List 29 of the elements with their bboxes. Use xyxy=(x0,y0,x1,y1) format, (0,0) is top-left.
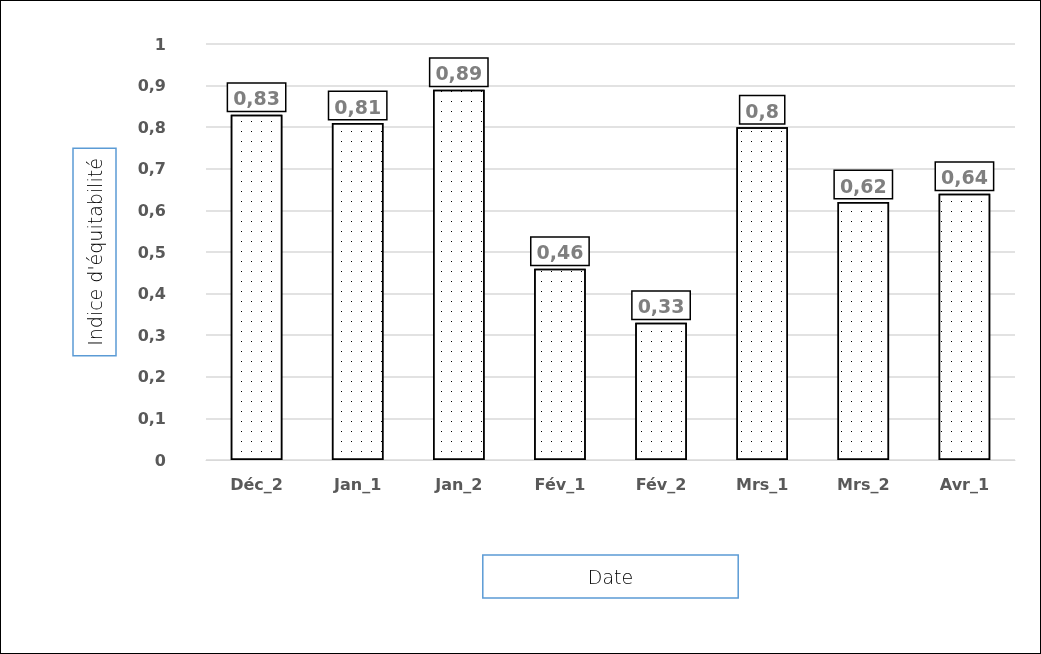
data-label: 0,89 xyxy=(435,62,483,85)
x-tick-label: Déc_2 xyxy=(230,474,283,494)
y-tick-label: 0,1 xyxy=(137,408,166,428)
x-tick-label: Mrs_2 xyxy=(837,474,890,494)
data-label: 0,46 xyxy=(536,241,584,264)
y-tick-label: 0,4 xyxy=(137,284,166,304)
x-tick-label: Mrs_1 xyxy=(735,474,789,494)
y-tick-label: 0,7 xyxy=(137,159,166,179)
x-tick-label: Avr_1 xyxy=(939,474,990,494)
data-label: 0,64 xyxy=(940,166,988,189)
y-tick-label: 0,3 xyxy=(137,325,166,345)
data-label: 0,83 xyxy=(233,87,281,110)
y-tick-label: 1 xyxy=(154,34,166,54)
y-tick-label: 0 xyxy=(154,450,166,470)
x-tick-label: Jan_2 xyxy=(434,474,483,494)
x-tick-label: Jan_1 xyxy=(333,474,382,494)
y-tick-label: 0,5 xyxy=(137,242,166,262)
x-tick-label: Fév_2 xyxy=(635,474,687,494)
data-label: 0,81 xyxy=(334,95,382,118)
x-axis-title: Date xyxy=(587,565,634,588)
data-label: 0,62 xyxy=(839,174,887,197)
y-axis-title: Indice d'équitabilité xyxy=(83,158,106,346)
y-tick-label: 0,8 xyxy=(137,117,166,137)
y-tick-label: 0,9 xyxy=(137,76,166,96)
data-label: 0,33 xyxy=(637,295,685,318)
y-tick-label: 0,6 xyxy=(137,200,166,220)
data-label: 0,8 xyxy=(745,99,780,122)
x-tick-label: Fév_1 xyxy=(534,474,586,494)
y-tick-label: 0,2 xyxy=(137,367,166,387)
